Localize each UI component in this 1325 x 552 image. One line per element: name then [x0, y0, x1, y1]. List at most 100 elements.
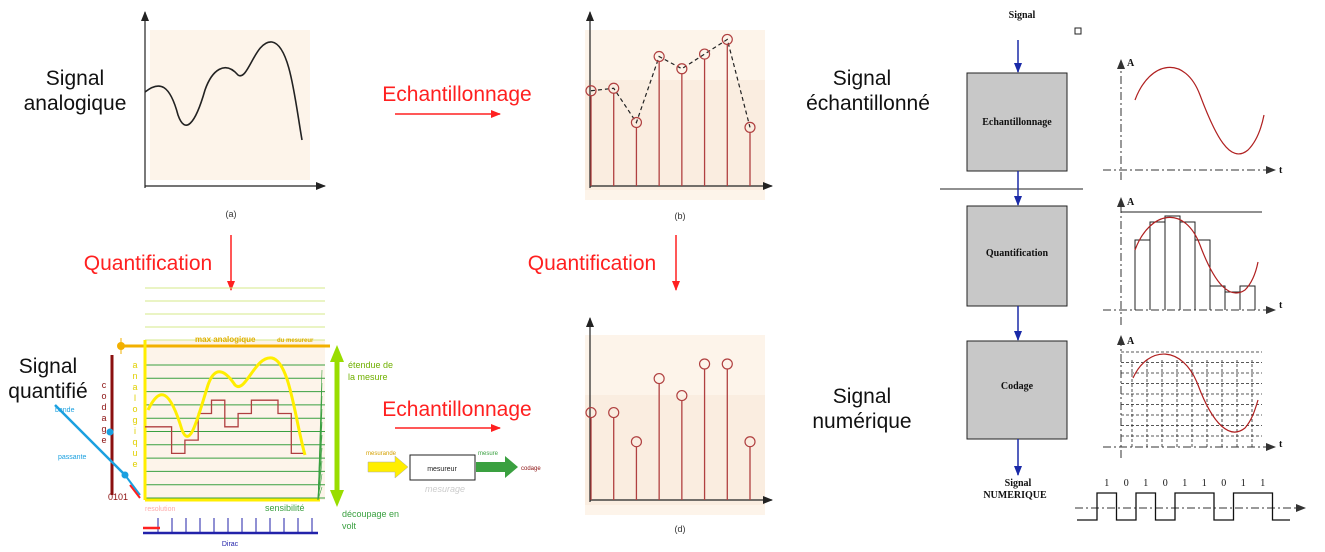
fan-line [317, 460, 323, 501]
mesurande-arrow [367, 455, 409, 479]
bit-label: 1 [1202, 478, 1207, 489]
panel-a-curve [144, 41, 303, 141]
mini3-dashed-grid [1121, 351, 1262, 447]
mesurage-label: mesurage [425, 484, 465, 494]
vertical-analogique-label: analogique [132, 360, 137, 469]
vertical-codage-label: codage [101, 380, 106, 445]
label-echantillonnage-bottom: Echantillonnage [382, 398, 531, 421]
mini2-axis-A: A [1127, 197, 1135, 208]
panel-b-tint [585, 80, 765, 190]
passante-label: passante [58, 454, 87, 461]
flowchart: Signal Echantillonnage Quantification Co… [940, 10, 1083, 501]
mini3-axis-A: A [1127, 336, 1135, 347]
mesureur-box [409, 454, 476, 481]
codage-label-small: codage [521, 466, 541, 472]
etendue-label-1: étendue de [348, 360, 393, 370]
bit-label: 1 [1260, 478, 1265, 489]
sample-point [585, 85, 597, 97]
vertical-letter: o [132, 404, 137, 414]
sample-point [653, 50, 665, 63]
sensibilite-label: sensibilité [265, 503, 305, 513]
mesureur-diagram: mesurande mesureur mesure codage mesurag… [366, 451, 541, 494]
bande-label: bande [55, 407, 75, 414]
decoupage-label-2: volt [342, 521, 357, 531]
sample-point [585, 406, 597, 419]
flow-box-quantification-label: Quantification [986, 248, 1049, 259]
sample-point [744, 436, 756, 448]
label-quantification-left: Quantification [84, 252, 212, 275]
bit-label: 0 [1221, 478, 1226, 489]
vertical-letter: g [101, 424, 106, 434]
svg-text:Signal: Signal [46, 67, 104, 90]
mini-plot-sine: A t [1103, 58, 1283, 180]
svg-text:échantillonné: échantillonné [806, 92, 930, 115]
bit-labels: 1 0 1 0 1 1 0 1 1 [1104, 478, 1265, 489]
etendue-arrow-top [330, 345, 344, 362]
mini1-axis-t: t [1279, 165, 1283, 176]
bit-square-wave [1077, 492, 1290, 521]
resolution-label: resolution [145, 506, 175, 513]
label-signal-analogique: Signal analogique [24, 67, 127, 115]
panel-analog-signal: (a) [141, 11, 326, 219]
flow-signal-top: Signal [1009, 10, 1036, 21]
mini1-axis-A: A [1127, 58, 1135, 69]
mesure-arrow [476, 456, 518, 478]
code-0101-label: 0101 [108, 492, 128, 502]
svg-text:Signal: Signal [833, 67, 891, 90]
flow-box-codage [966, 340, 1068, 440]
sample-point [698, 358, 711, 370]
sample-envelope [590, 38, 751, 128]
bande-passante-tail [124, 474, 141, 496]
sample-point [608, 406, 620, 419]
svg-text:Signal: Signal [833, 385, 891, 408]
panel-sampled-signal: (b) [585, 11, 773, 221]
flow-box-echantillonnage [966, 72, 1068, 172]
decoupage-fan [317, 369, 323, 501]
sample-point [630, 116, 643, 129]
binary-waveform: 1 0 1 0 1 1 0 1 1 [1075, 478, 1306, 521]
caption-a: (a) [226, 209, 237, 219]
mini3-axis-t: t [1279, 439, 1283, 450]
panel-numeric-signal: (d) [585, 317, 773, 534]
flow-box-echantillonnage-label: Echantillonnage [982, 117, 1052, 128]
sample-point [630, 436, 643, 448]
panel-quantized-signal: max analogique du mesureur analogique co… [54, 287, 399, 548]
bande-passante-line [54, 404, 126, 476]
flow-box-quantification [966, 205, 1068, 307]
quant-grid [145, 287, 325, 499]
red-tip [129, 484, 141, 499]
sample-point [608, 82, 620, 94]
fan-line [317, 486, 323, 501]
vertical-letter: i [134, 426, 136, 436]
dirac-label: Dirac [222, 541, 239, 548]
sample-point [653, 372, 665, 385]
vertical-letter: q [132, 437, 137, 447]
panel-d-tint [585, 395, 765, 505]
dirac-ticks [157, 518, 313, 533]
sampled-marks [585, 33, 756, 186]
decoupage-label-1: découpage en [342, 509, 399, 519]
small-square-icon [1074, 27, 1082, 35]
quant-background [145, 340, 325, 500]
mini1-sine [1134, 66, 1265, 155]
mini2-axis-t: t [1279, 300, 1283, 311]
mini-plot-coded: A t [1103, 335, 1283, 458]
flow-box-codage-label: Codage [1001, 381, 1034, 392]
vertical-letter: o [101, 391, 106, 401]
vertical-letter: n [132, 371, 137, 381]
flow-signal-bottom-1: Signal [1005, 478, 1032, 489]
label-signal-echantillonne: Signal échantillonné [806, 67, 930, 115]
vertical-letter: c [102, 380, 107, 390]
svg-text:quantifié: quantifié [8, 380, 87, 403]
label-echantillonnage-top: Echantillonnage [382, 83, 531, 106]
vertical-letter: u [132, 448, 137, 458]
bit-label: 1 [1182, 478, 1187, 489]
svg-text:Signal: Signal [19, 355, 77, 378]
mini-plot-quantized: A t [1103, 197, 1283, 325]
sample-point [676, 389, 688, 402]
vertical-letter: g [132, 415, 137, 425]
bit-label: 1 [1241, 478, 1246, 489]
vertical-letter: a [132, 382, 137, 392]
bit-label: 0 [1163, 478, 1168, 489]
mesurande-label: mesurande [366, 451, 397, 457]
